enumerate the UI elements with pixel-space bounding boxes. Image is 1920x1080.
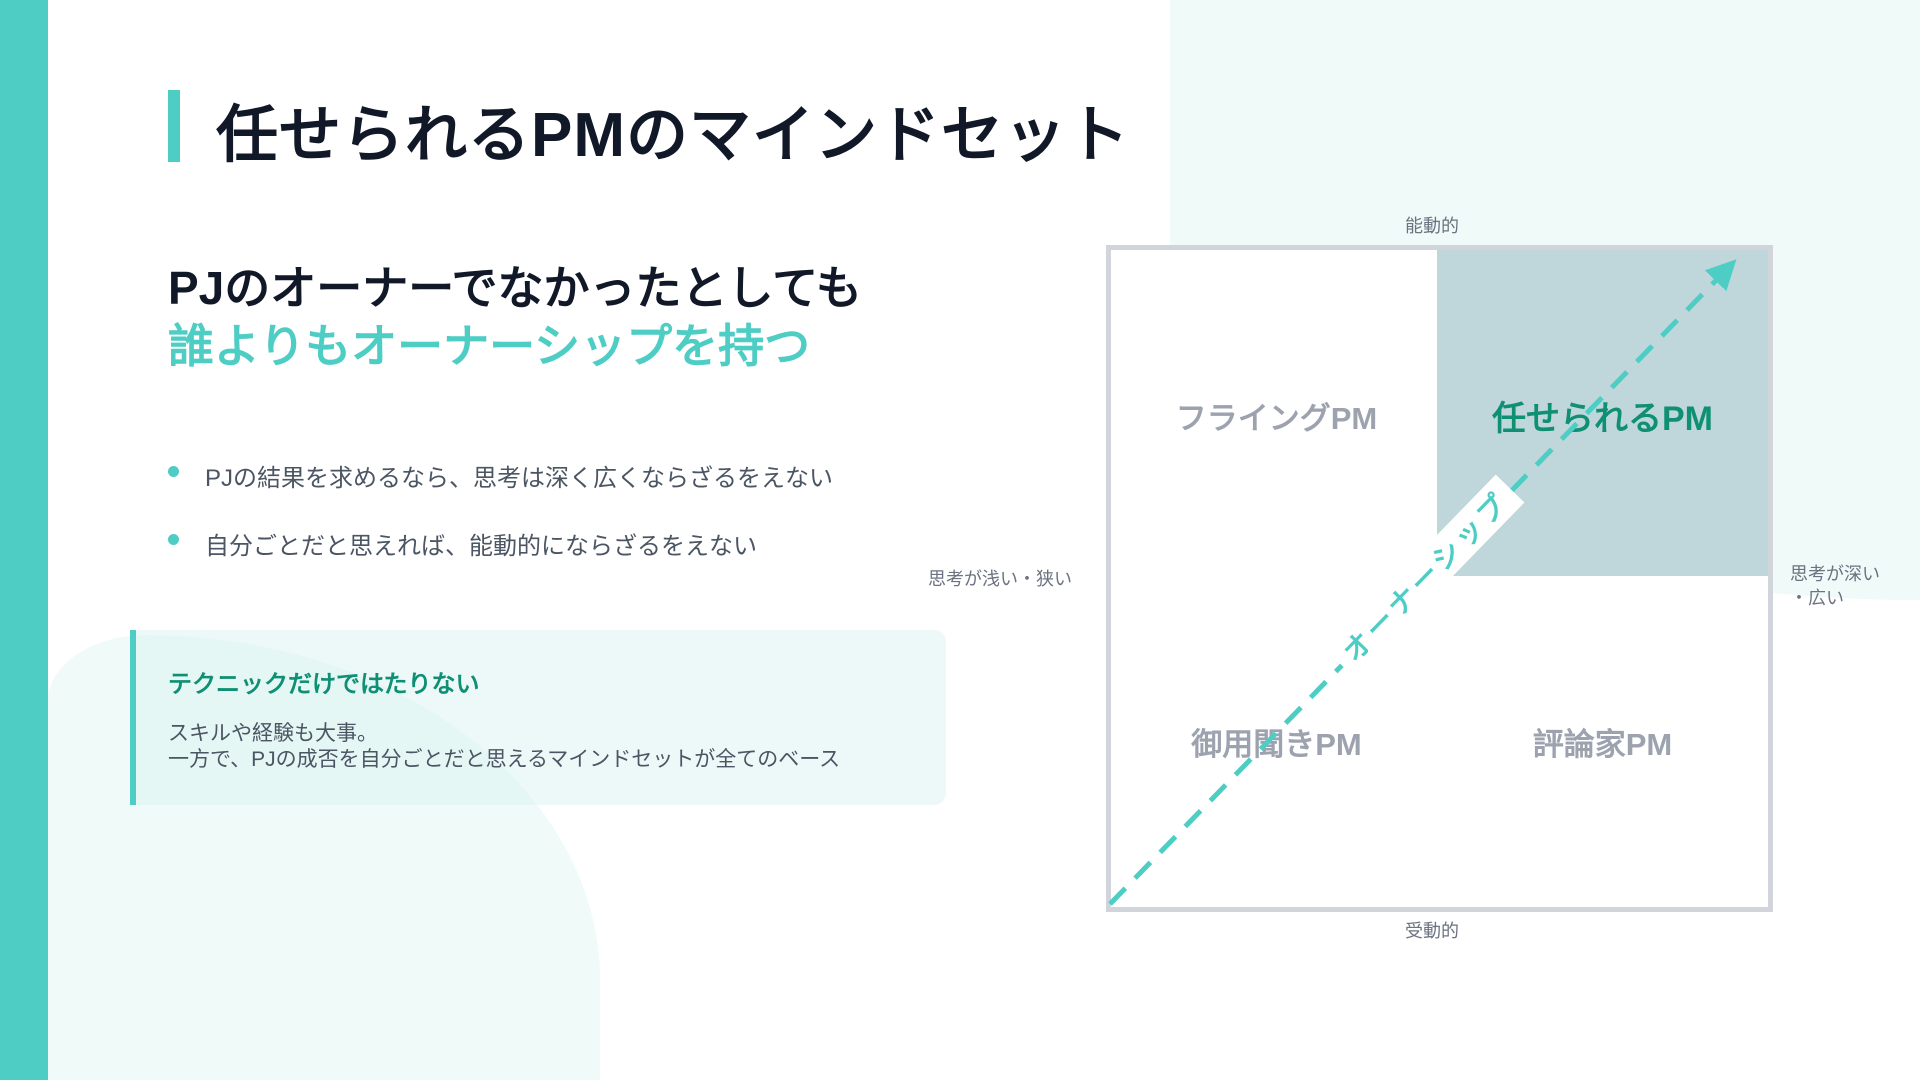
bullet-text: 自分ごとだと思えれば、能動的にならざるをえない [205, 533, 757, 560]
quadrant-bottom-right: 評論家PM [1437, 576, 1768, 907]
bullet-dot-icon [168, 466, 179, 477]
subtitle-line-1: PJのオーナーでなかったとしても [168, 262, 862, 314]
axis-label-right-line: ・広い [1790, 588, 1844, 608]
callout-body-line: スキルや経験も大事。 [168, 722, 378, 745]
axis-label-bottom: 受動的 [1405, 921, 1459, 941]
subtitle-line-2: 誰よりもオーナーシップを持つ [168, 320, 811, 372]
axis-label-right-line: 思考が深い [1790, 564, 1880, 584]
axis-label-left: 思考が浅い・狭い [928, 569, 1072, 589]
bullet-item: 自分ごとだと思えれば、能動的にならざるをえない [168, 526, 757, 561]
page-title: 任せられるPMのマインドセット [216, 101, 1131, 170]
callout-title: テクニックだけではたりない [168, 671, 480, 698]
callout-body: スキルや経験も大事。 一方で、PJの成否を自分ごとだと思えるマインドセットが全て… [168, 721, 946, 773]
quadrant-top-left: フライングPM [1111, 250, 1442, 581]
axis-label-right: 思考が深い ・広い [1790, 562, 1880, 610]
axis-label-top: 能動的 [1405, 216, 1459, 236]
bullet-dot-icon [168, 534, 179, 545]
bullet-text: PJの結果を求めるなら、思考は深く広くならざるをえない [205, 465, 834, 492]
quadrant-matrix: フライングPM 任せられるPM 御用聞きPM 評論家PM [1106, 245, 1773, 912]
title-accent-bar [168, 90, 180, 162]
bullet-item: PJの結果を求めるなら、思考は深く広くならざるをえない [168, 458, 833, 493]
background-shape-top-right-fill [1170, 0, 1920, 240]
callout-box: テクニックだけではたりない スキルや経験も大事。 一方で、PJの成否を自分ごとだ… [130, 630, 946, 805]
callout-body-line: 一方で、PJの成否を自分ごとだと思えるマインドセットが全てのベース [168, 748, 841, 771]
left-accent-bar [0, 0, 48, 1080]
